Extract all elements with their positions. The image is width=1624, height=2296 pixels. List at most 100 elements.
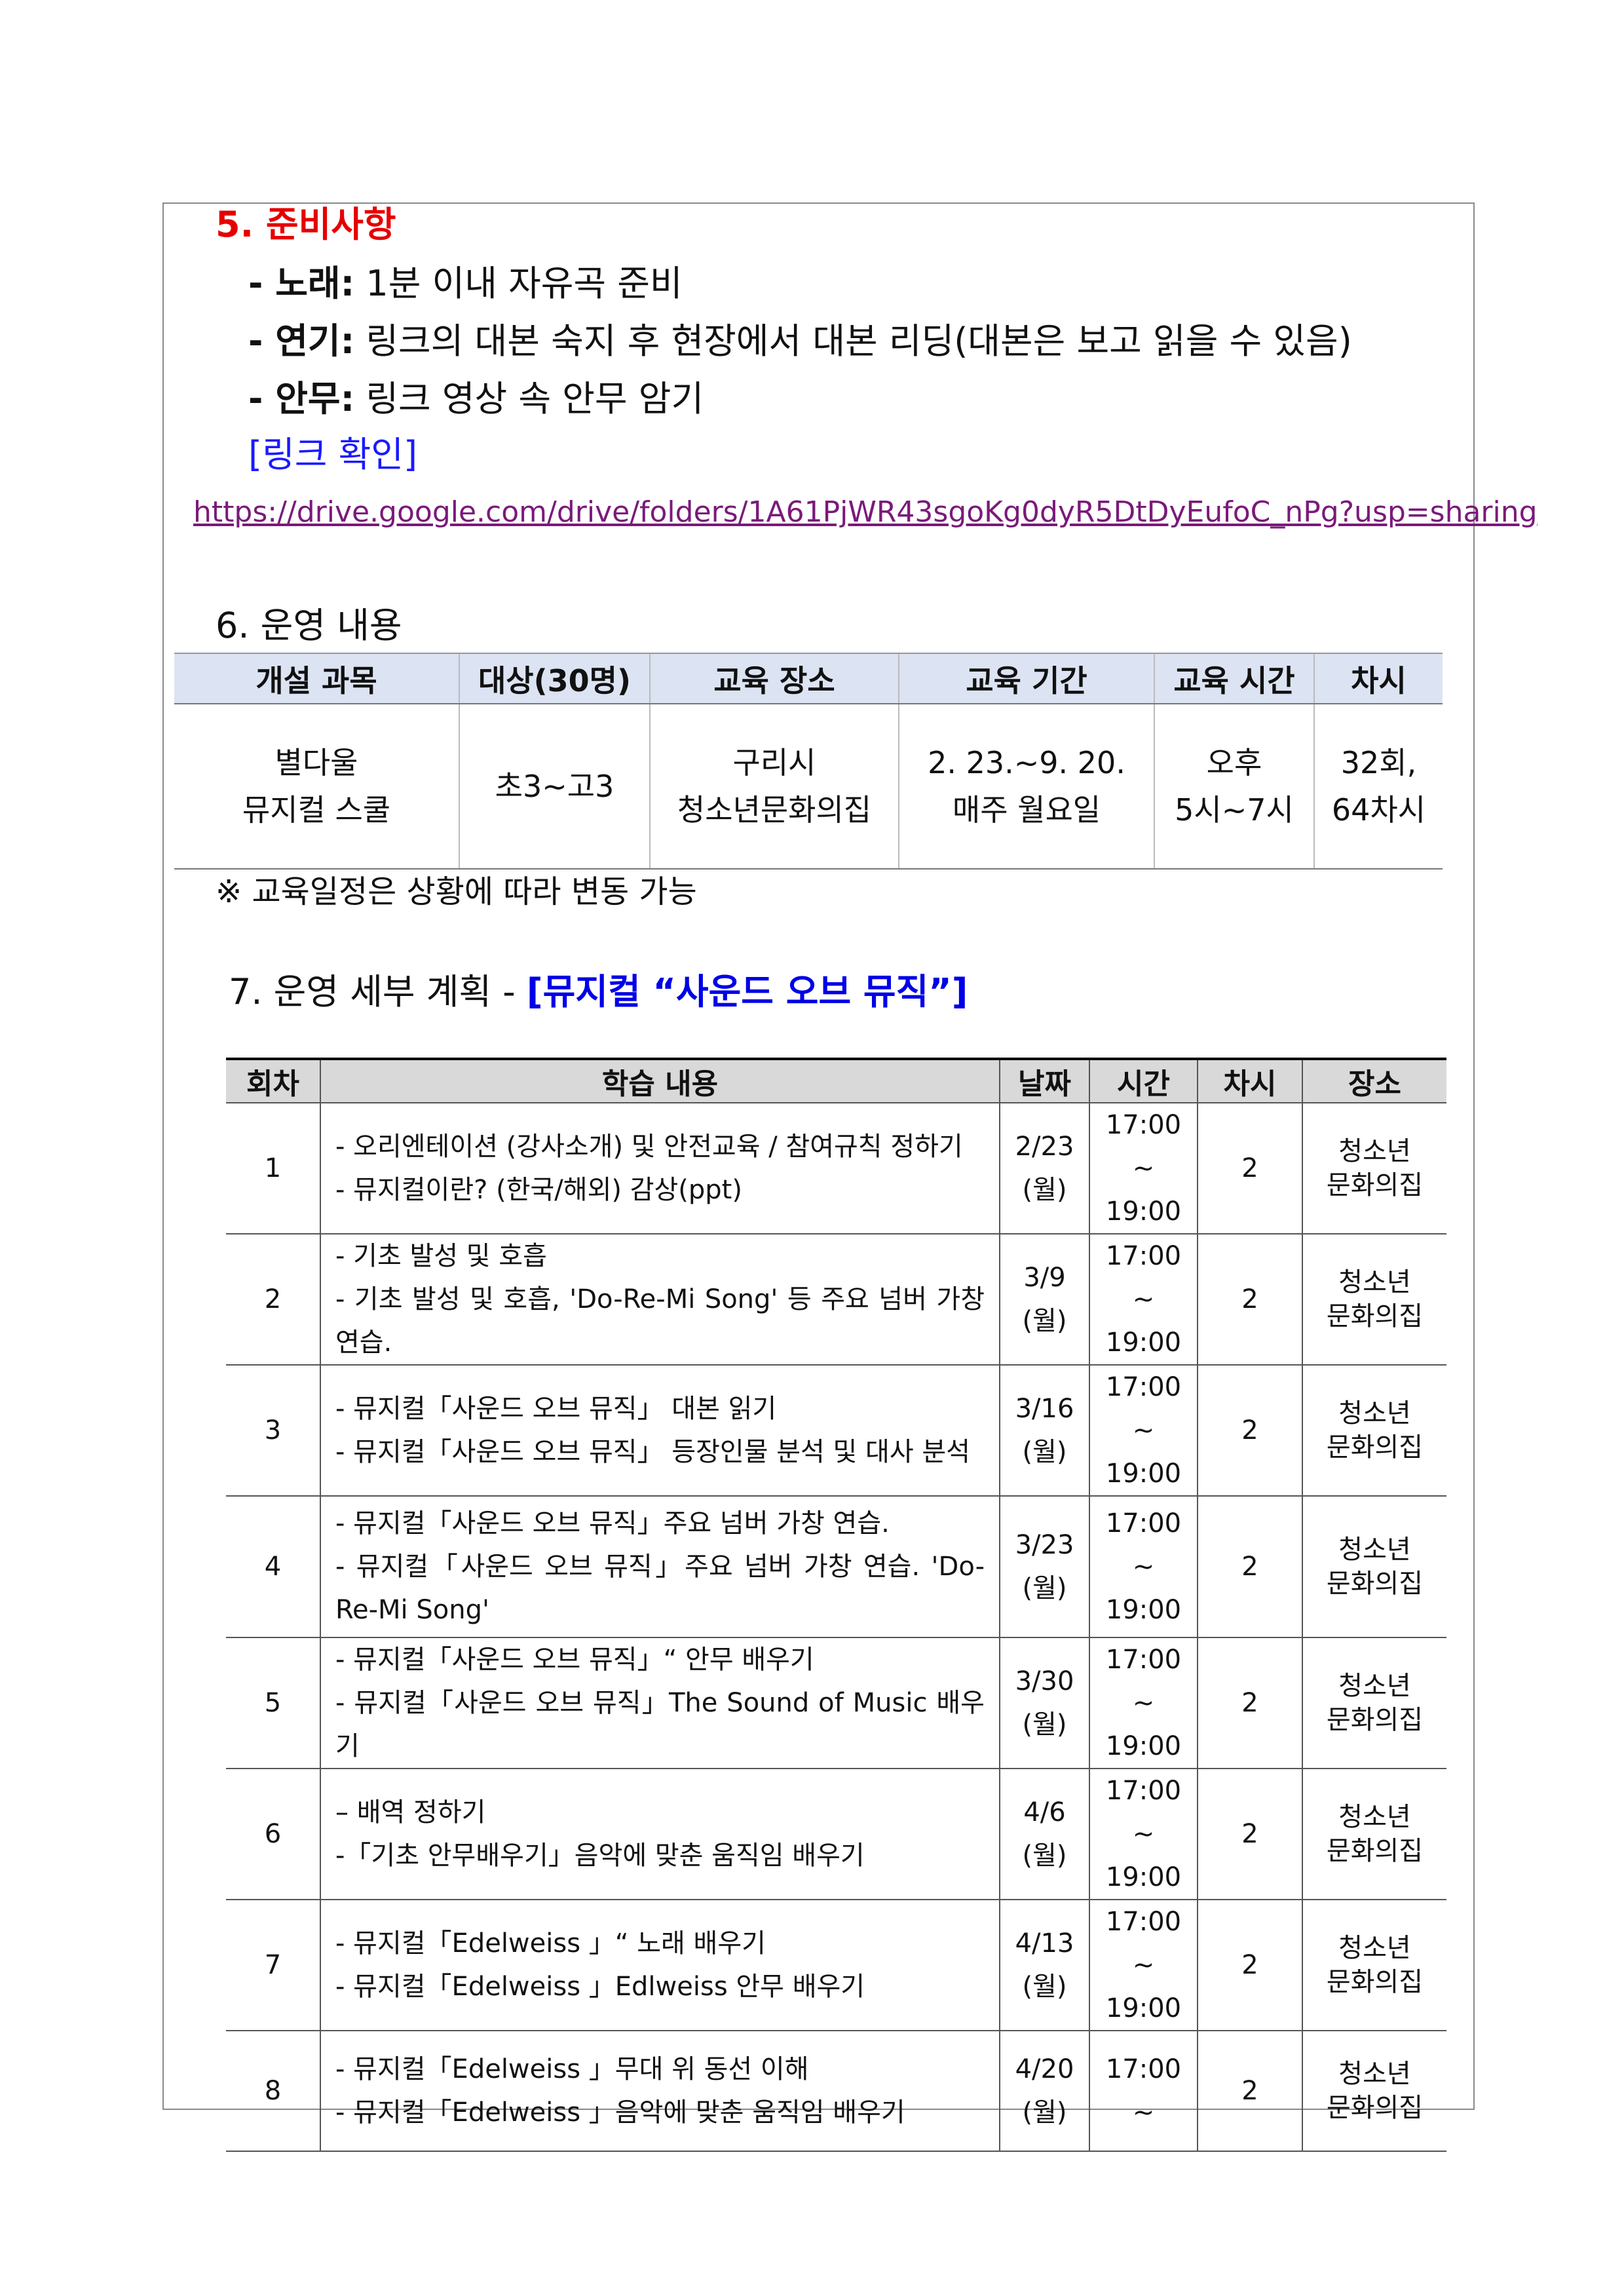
time-line: 17:00 [1105, 1645, 1182, 1675]
row: 3- 뮤지컬「사운드 오브 뮤직」 대본 읽기 - 뮤지컬「사운드 오브 뮤직」 … [226, 1365, 1446, 1497]
time-line: 19:00 [1105, 1196, 1182, 1227]
place-line: 문화의집 [1326, 1569, 1424, 1599]
cell: - 뮤지컬「사운드 오브 뮤직」 대본 읽기 - 뮤지컬「사운드 오브 뮤직」 등… [320, 1365, 1000, 1497]
note: ※ 교육일정은 상황에 따라 변동 가능 [216, 873, 697, 910]
date-line: 3/30 [1015, 1666, 1074, 1696]
cell: 3/23 (월) [999, 1496, 1089, 1638]
cell: 초3~고3 [459, 704, 650, 870]
cell-line: 뮤지컬 스쿨 [242, 792, 391, 828]
date-line: (월) [1022, 1710, 1067, 1740]
place-line: 청소년 [1338, 1671, 1411, 1701]
cell: - 뮤지컬「Edelweiss 」무대 위 동선 이해 - 뮤지컬「Edelwei… [320, 2031, 1000, 2152]
section-heading: 7. 운영 세부 계획 - [뮤지컬 “사운드 오브 뮤직”] [229, 963, 968, 1021]
section-heading: 6. 운영 내용 [216, 605, 402, 646]
place-line: 청소년 [1338, 1398, 1411, 1428]
header-cell: 개설 과목 [174, 653, 459, 704]
cell-line: 초3~고3 [495, 769, 614, 804]
place-line: 청소년 [1338, 2059, 1411, 2089]
cell: 17:00 ~19:00 [1089, 1365, 1198, 1497]
content-line: - 기초 발성 및 호흡, 'Do-Re-Mi Song' 등 주요 넘버 가창… [335, 1284, 985, 1358]
content-line: – 배역 정하기 [335, 1797, 486, 1827]
cell: 3/16 (월) [999, 1365, 1089, 1497]
session-no: 7 [226, 1900, 320, 2031]
time-line: 17:00 [1105, 1372, 1182, 1402]
cell: 17:00 ~19:00 [1089, 1496, 1198, 1638]
time-line: ~ [1132, 1153, 1155, 1183]
cell-line: 64차시 [1331, 792, 1426, 828]
time-line: 19:00 [1105, 1731, 1182, 1761]
header-cell: 장소 [1302, 1058, 1446, 1103]
cell: 17:00 ~19:00 [1089, 1900, 1198, 2031]
cell: – 배역 정하기 -「기초 안무배우기」음악에 맞춘 움직임 배우기 [320, 1769, 1000, 1900]
row: 5- 뮤지컬「사운드 오브 뮤직」“ 안무 배우기 - 뮤지컬「사운드 오브 뮤직… [226, 1637, 1446, 1769]
content-line: - 기초 발성 및 호흡 [335, 1241, 547, 1271]
time-line: 17:00 [1105, 1110, 1182, 1140]
date-line: 4/13 [1015, 1928, 1074, 1959]
time-line: 17:00 [1105, 1907, 1182, 1937]
section-heading: 5. 준비사항 [216, 204, 396, 245]
item-label: - 연기: [248, 320, 355, 362]
session-no: 4 [226, 1496, 320, 1638]
count: 2 [1197, 1365, 1302, 1497]
content-line: - 뮤지컬「사운드 오브 뮤직」주요 넘버 가창 연습. [335, 1508, 890, 1539]
time-line: ~ [1132, 1950, 1155, 1980]
place-line: 청소년 [1338, 1535, 1411, 1565]
heading-highlight: [뮤지컬 “사운드 오브 뮤직”] [526, 971, 968, 1012]
time-line: ~ [1132, 2097, 1155, 2128]
time-line: ~ [1132, 1688, 1155, 1718]
time-line: 19:00 [1105, 1595, 1182, 1625]
session-no: 8 [226, 2031, 320, 2152]
cell-line: 5시~7시 [1175, 792, 1294, 828]
row: 1 - 오리엔테이션 (강사소개) 및 안전교육 / 참여규칙 정하기 - 뮤지컬이… [226, 1103, 1446, 1234]
place-line: 문화의집 [1326, 1432, 1424, 1463]
place-line: 문화의집 [1326, 1170, 1424, 1200]
cell-line: 청소년문화의집 [677, 792, 872, 828]
cell: 17:00 ~19:00 [1089, 1103, 1198, 1234]
heading-text: 7. 운영 세부 계획 - [229, 971, 516, 1012]
date-line: (월) [1022, 1972, 1067, 2002]
cell: - 뮤지컬「사운드 오브 뮤직」“ 안무 배우기 - 뮤지컬「사운드 오브 뮤직」… [320, 1637, 1000, 1769]
header-cell: 차시 [1197, 1058, 1302, 1103]
date-line: (월) [1022, 1573, 1067, 1603]
place-line: 문화의집 [1326, 2093, 1424, 2123]
cell: 17:00 ~19:00 [1089, 1637, 1198, 1769]
link-url[interactable]: https://drive.google.com/drive/folders/1… [193, 495, 1538, 529]
session-no: 2 [226, 1234, 320, 1366]
time-line: ~ [1132, 1819, 1155, 1849]
cell: 4/6 (월) [999, 1769, 1089, 1900]
header-cell: 대상(30명) [459, 653, 650, 704]
cell-line: 매주 월요일 [952, 792, 1101, 828]
header-cell: 교육 시간 [1154, 653, 1314, 704]
count: 2 [1197, 2031, 1302, 2152]
plan-table: 회차 학습 내용 날짜 시간 차시 장소 1- 오리엔테이션 (강사소개) 및 안전교육 /… [226, 1058, 1446, 2152]
item-text: 링크 영상 속 안무 암기 [366, 378, 704, 419]
header-cell: 차시 [1313, 653, 1443, 704]
cell: 3/30 (월) [999, 1637, 1089, 1769]
place-line: 청소년 [1338, 1267, 1411, 1297]
link-label: [링크 확인] [248, 434, 418, 475]
date-line: 3/23 [1015, 1530, 1074, 1560]
content-line: - 뮤지컬이란? (한국/해외) 감상(ppt) [335, 1175, 742, 1205]
count: 2 [1197, 1769, 1302, 1900]
session-no: 6 [226, 1769, 320, 1900]
row: 2 - 기초 발성 및 호흡 - 기초 발성 및 호흡, 'Do-Re-Mi Son… [226, 1234, 1446, 1366]
header-cell: 날짜 [999, 1058, 1089, 1103]
count: 2 [1197, 1637, 1302, 1769]
time-line: ~ [1132, 1415, 1155, 1445]
date-line: (월) [1022, 1437, 1067, 1467]
cell: - 뮤지컬「Edelweiss 」“ 노래 배우기 - 뮤지컬「Edelweiss… [320, 1900, 1000, 2031]
cell: 17:00 ~ [1089, 2031, 1198, 2152]
item-label: - 노래: [248, 263, 355, 304]
header-cell: 회차 [226, 1058, 320, 1103]
time-line: 17:00 [1105, 2054, 1182, 2084]
header-cell: 교육 장소 [649, 653, 899, 704]
cell: 오후 5시~7시 [1154, 704, 1314, 870]
place-line: 문화의집 [1326, 1967, 1424, 1997]
cell-line: 별다울 [274, 745, 358, 780]
cell: 32회, 64차시 [1313, 704, 1443, 870]
cell-line: 오후 [1206, 745, 1262, 780]
cell: 4/13 (월) [999, 1900, 1089, 2031]
content-line: - 뮤지컬「사운드 오브 뮤직」The Sound of Music 배우기 [335, 1688, 985, 1761]
